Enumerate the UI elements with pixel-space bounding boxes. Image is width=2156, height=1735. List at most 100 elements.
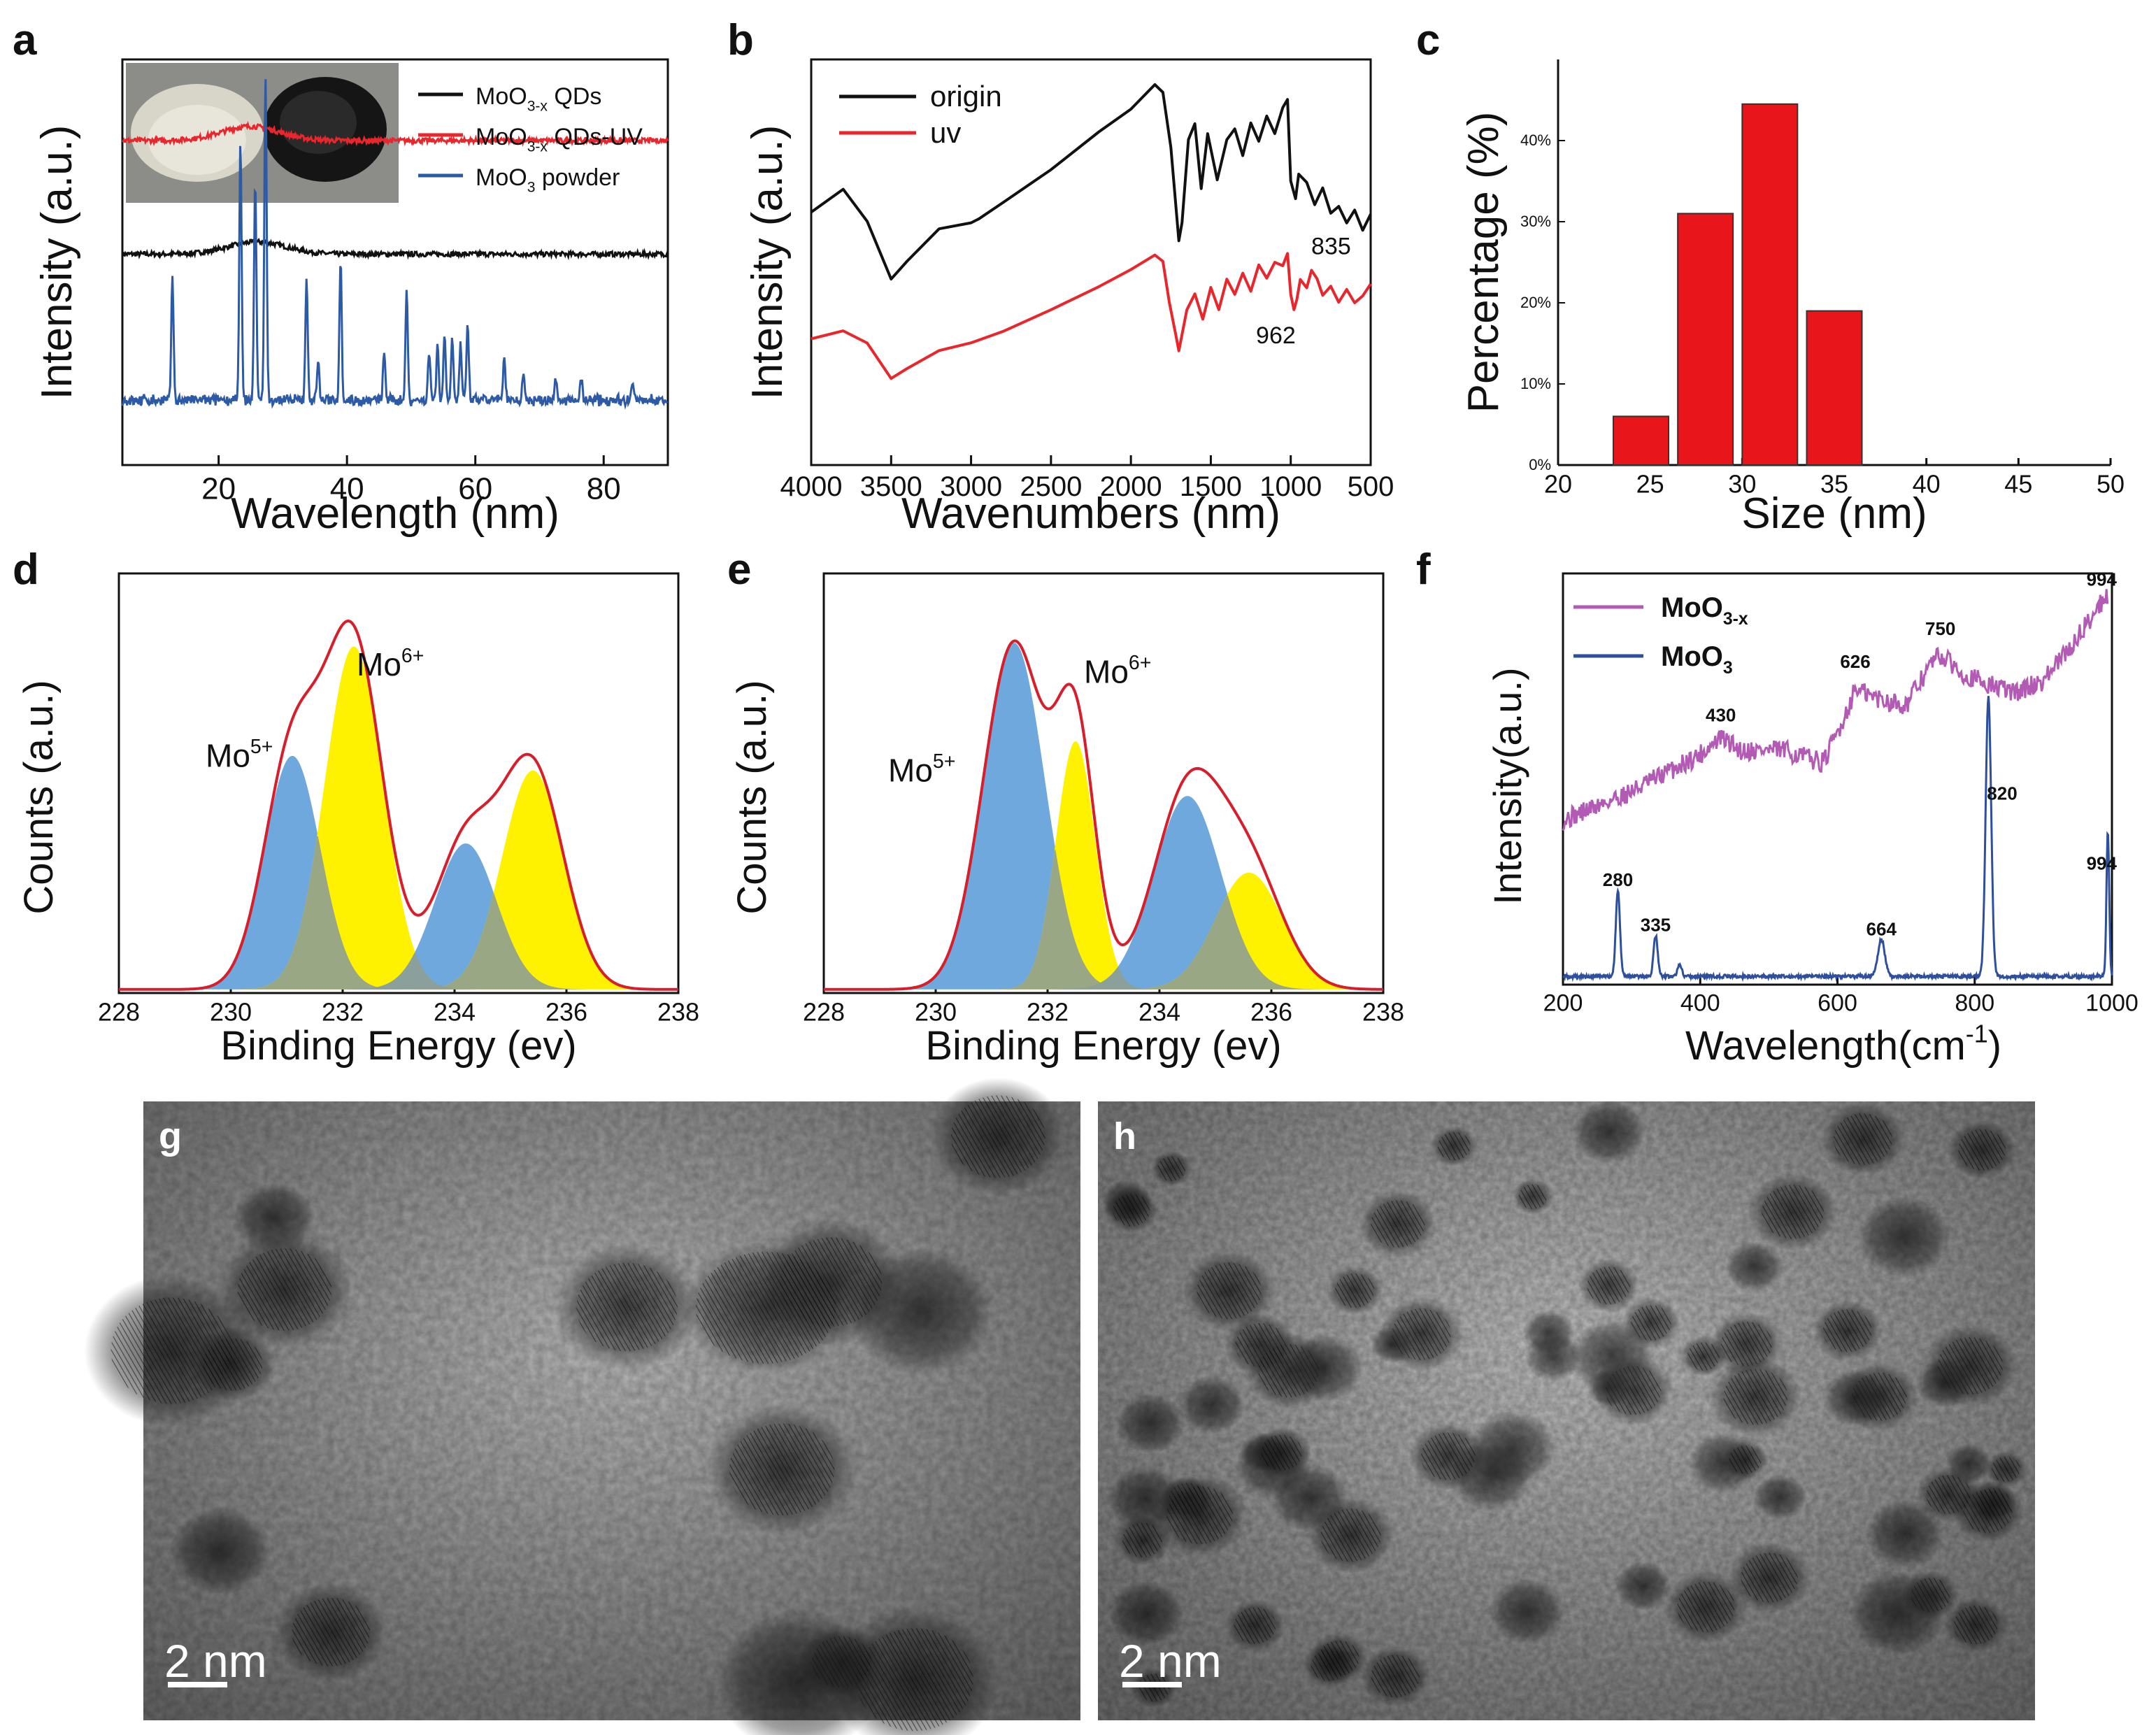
x-tick-label: 238 <box>657 998 699 1027</box>
y-axis-label: Intensity (a.u.) <box>33 125 81 400</box>
peak-annotation: 280 <box>1603 869 1633 890</box>
y-axis-label: Percentage (%) <box>1459 112 1508 413</box>
peak-overlap-1 <box>119 952 678 990</box>
x-tick-label: 230 <box>210 998 252 1027</box>
envelope-line <box>824 639 1383 991</box>
bar-1 <box>1677 213 1734 466</box>
x-tick-label: 20 <box>201 471 236 506</box>
y-tick-label: 20% <box>1520 294 1551 311</box>
x-tick-label: 1000 <box>1259 471 1322 502</box>
panel-letter-h: h <box>1113 1115 1136 1157</box>
panel-d: 228 230 232 234 236 238 Binding Energy (ev) Cou… <box>16 572 699 1069</box>
panel-letter-f: f <box>1416 545 1431 594</box>
x-tick-label: 40 <box>330 471 364 506</box>
x-tick-label: 230 <box>915 998 957 1027</box>
peak-annotation: 750 <box>1925 618 1955 639</box>
envelope-line <box>119 619 678 991</box>
legend-label-2: MoO3 powder <box>476 164 620 196</box>
fit-peak-1 <box>824 741 1383 990</box>
series-line-0 <box>121 238 669 261</box>
peak-overlap-1 <box>824 966 1383 990</box>
axes-frame <box>117 572 680 994</box>
y-axis-label: Counts (a.u.) <box>729 680 775 914</box>
series-line-1 <box>122 120 669 148</box>
x-axis-label: Wavelength (nm) <box>231 490 559 538</box>
axes-frame <box>822 572 1385 994</box>
x-tick-label: 232 <box>1027 998 1069 1027</box>
y-tick-label: 0% <box>1529 456 1551 473</box>
peak-annotation: 626 <box>1840 651 1870 672</box>
y-axis-label: Counts (a.u.) <box>16 680 62 914</box>
fit-peak-0 <box>119 755 678 990</box>
ion-label-0: Mo5+ <box>888 750 955 788</box>
panel-letter-b: b <box>727 16 754 64</box>
annotation-label: 962 <box>1256 322 1296 349</box>
fit-peak-3 <box>119 770 678 990</box>
x-tick-label: 45 <box>2004 470 2032 499</box>
tem-vignette <box>1098 1101 2035 1720</box>
axes-frame <box>810 58 1372 466</box>
series-line-1 <box>811 252 1372 380</box>
peak-annotation: 820 <box>1987 783 2017 804</box>
x-tick-label: 600 <box>1818 990 1857 1016</box>
panel-letter-g: g <box>159 1115 182 1157</box>
x-tick-label: 2000 <box>1100 471 1162 502</box>
panel-letter-e: e <box>727 545 751 594</box>
tem-image-g: g 2 nm <box>84 1078 1080 1735</box>
x-tick-label: 3000 <box>940 471 1002 502</box>
x-tick-label: 1500 <box>1180 471 1242 502</box>
ion-label-0: Mo5+ <box>206 736 273 773</box>
bar-2 <box>1741 103 1799 466</box>
y-tick-label: 10% <box>1520 375 1551 392</box>
legend-label-1: MoO3 <box>1661 641 1733 678</box>
fit-peak-1 <box>119 646 678 990</box>
x-tick-label: 500 <box>1348 471 1394 502</box>
x-tick-label: 400 <box>1680 990 1720 1016</box>
x-tick-label: 234 <box>434 998 476 1027</box>
legend-label-0: MoO3-x QDs <box>476 83 601 115</box>
peak-annotation: 664 <box>1866 918 1897 939</box>
x-tick-label: 20 <box>1544 470 1572 499</box>
scale-label: 2 nm <box>1119 1635 1222 1687</box>
peak-annotation: 994 <box>2087 569 2118 590</box>
panel-b: 4000 3500 3000 2500 2000 1500 1000 500 Wavenumbe… <box>743 58 1394 538</box>
bar-0 <box>1613 415 1669 466</box>
y-tick-label: 30% <box>1520 213 1551 230</box>
x-tick-label: 228 <box>98 998 140 1027</box>
x-tick-label: 50 <box>2097 470 2125 499</box>
x-tick-label: 3500 <box>860 471 922 502</box>
x-tick-label: 40 <box>1913 470 1941 499</box>
peak-annotation: 335 <box>1641 915 1671 936</box>
x-tick-label: 236 <box>545 998 587 1027</box>
legend-label-1: MoO3-x QDs-UV <box>476 124 643 155</box>
x-tick-label: 4000 <box>780 471 843 502</box>
legend-label-0: origin <box>930 80 1002 113</box>
peak-annotation: 994 <box>2087 852 2118 873</box>
series-line-2 <box>121 79 669 410</box>
tem-vignette <box>143 1101 1080 1720</box>
x-tick-label: 35 <box>1820 470 1848 499</box>
x-tick-label: 234 <box>1138 998 1180 1027</box>
series-line-0 <box>810 83 1372 281</box>
x-tick-label: 2500 <box>1020 471 1082 502</box>
black-powder-highlight <box>280 91 357 154</box>
x-axis-label: Wavelength(cm-1) <box>1685 1020 2001 1069</box>
x-axis-label: Size (nm) <box>1741 490 1927 538</box>
x-tick-label: 80 <box>587 471 621 506</box>
peak-annotation: 430 <box>1706 705 1736 726</box>
peak-overlap-2 <box>824 895 1383 990</box>
x-tick-label: 25 <box>1636 470 1664 499</box>
axes-frame <box>121 58 669 466</box>
panel-c: 20 25 30 35 40 45 50 0% 10% 20% 30% 40% Size (nm) Per… <box>1459 59 2125 538</box>
panel-a: 20 40 60 80 Wavelength (nm) Intensity (a.u.) M… <box>33 58 669 538</box>
bar-3 <box>1806 310 1863 466</box>
ion-label-1: Mo6+ <box>1084 652 1151 690</box>
x-tick-label: 238 <box>1362 998 1404 1027</box>
x-axis-label: Binding Energy (ev) <box>220 1023 576 1069</box>
panel-f: 200 400 600 800 1000 Wavelength(cm-1) Intensit… <box>1485 569 2139 1069</box>
panel-e: 228 230 232 234 236 238 Binding Energy (ev) Cou… <box>729 572 1404 1069</box>
y-tick-label: 40% <box>1520 131 1551 149</box>
panel-letter-a: a <box>13 16 37 64</box>
annotation-label: 835 <box>1311 233 1351 259</box>
